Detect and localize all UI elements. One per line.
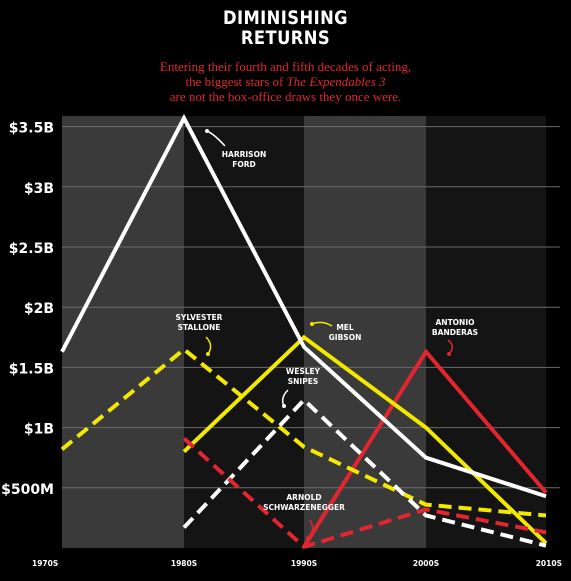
- series-line-harrison-ford: [60, 113, 547, 499]
- series-label: MEL: [336, 323, 354, 332]
- decade-band: [62, 116, 184, 548]
- series-label: SNIPES: [288, 377, 319, 386]
- chart-title-line-2: RETURNS: [240, 27, 331, 49]
- series-label: SCHWARZENEGGER: [263, 503, 345, 512]
- x-tick-label: 2000S: [413, 559, 439, 568]
- series-line-arnold-schwarzenegger: [182, 436, 547, 550]
- series-label: SYLVESTER: [176, 313, 223, 322]
- series-label: ARNOLD: [286, 493, 321, 502]
- series-line-wesley-snipes: [182, 397, 547, 548]
- series-label: FORD: [232, 160, 256, 169]
- pointer-arrow-head: [282, 404, 286, 408]
- pointer-arrow-head: [447, 352, 451, 356]
- chart-subtitle-line-3: are not the box-office draws they once w…: [169, 89, 402, 104]
- series-label: BANDERAS: [432, 328, 478, 337]
- y-tick-label: $2.5B: [9, 241, 54, 257]
- subtitle-film-title: The Expendables 3: [286, 74, 386, 89]
- y-tick-label: $500M: [1, 482, 54, 498]
- chart-subtitle-line-2: the biggest stars of The Expendables 3: [0, 74, 571, 89]
- series-label: GIBSON: [329, 333, 362, 342]
- x-tick-label: 1980S: [171, 559, 197, 568]
- pointer-arrow-head: [205, 129, 209, 133]
- pointer-arrow-head: [310, 322, 314, 326]
- series-label: WESLEY: [286, 367, 321, 376]
- y-tick-label: $3.5B: [9, 121, 54, 137]
- series-line-mel-gibson: [182, 334, 548, 545]
- pointer-arrow-head: [206, 352, 210, 356]
- pointer-arrow-head: [306, 536, 310, 540]
- decade-band: [304, 116, 426, 548]
- chart-title-line-1: DIMINISHING: [222, 7, 349, 29]
- chart-subtitle-line-1: Entering their fourth and fifth decades …: [159, 59, 412, 74]
- y-tick-label: $1.5B: [9, 361, 54, 377]
- series-label: STALLONE: [178, 323, 221, 332]
- y-tick-label: $2B: [24, 301, 54, 317]
- series-line-sylvester-stallone: [60, 346, 547, 518]
- decade-band: [184, 116, 304, 548]
- series-label: ANTONIO: [435, 318, 474, 327]
- y-tick-label: $3B: [24, 181, 54, 197]
- x-tick-label: 1990S: [291, 559, 317, 568]
- x-tick-label: 1970S: [32, 559, 58, 568]
- subtitle-text: the biggest stars of: [185, 74, 287, 89]
- y-tick-label: $1B: [24, 422, 54, 438]
- x-tick-label: 2010S: [536, 559, 562, 568]
- series-label: HARRISON: [222, 150, 266, 159]
- series-line-antonio-banderas: [302, 348, 548, 548]
